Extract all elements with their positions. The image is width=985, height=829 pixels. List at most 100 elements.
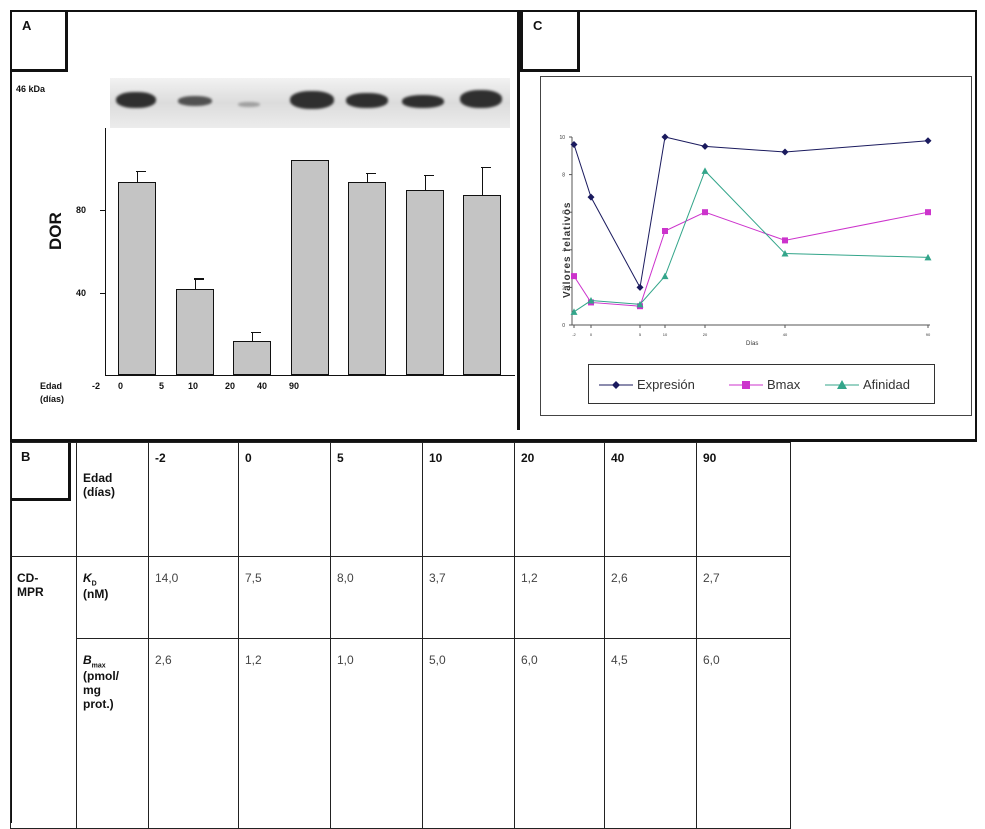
frame-left — [10, 10, 12, 823]
error-cap — [193, 278, 204, 280]
point-expresion — [587, 193, 595, 201]
bar-20 — [348, 181, 386, 375]
table-cell-kd: 3,7 — [422, 556, 515, 639]
c-ytick-label: 10 — [559, 135, 565, 141]
c-legend: Expresión Bmax Afinidad — [588, 364, 935, 404]
group-line1: CD- — [17, 571, 39, 585]
series-line-afinidad — [573, 169, 929, 313]
table-cell-bmax: 4,5 — [604, 638, 697, 829]
table-header-age: 20 — [514, 442, 605, 557]
table-cell-kd: 2,7 — [696, 556, 791, 639]
point-afinidad — [587, 297, 595, 304]
c-ytick-label: 8 — [562, 173, 565, 179]
table-row-kd: CD- MPR KD (nM) 14,0 7,5 8,0 3,7 1,2 2,6… — [10, 556, 791, 829]
c-chart-frame — [540, 76, 972, 416]
error-bar — [137, 170, 139, 182]
error-bar — [367, 173, 369, 182]
western-blot — [110, 78, 510, 128]
bar-0 — [175, 289, 214, 375]
table-cell-group: CD- MPR — [10, 556, 77, 829]
table-cell-bmax: 1,0 — [330, 638, 423, 829]
point-bmax — [702, 209, 708, 216]
point-expresion — [661, 133, 669, 141]
blot-band — [402, 95, 444, 108]
error-cap — [423, 175, 434, 177]
frame-right-c — [975, 10, 977, 440]
c-ytick-label: 6 — [562, 210, 565, 216]
a-xtick-label: 20 — [225, 381, 236, 391]
kd-unit: (nM) — [83, 587, 109, 602]
point-afinidad — [570, 308, 578, 315]
bmax-subscript: max — [91, 662, 106, 670]
table-cell-kd-label: KD (nM) — [76, 556, 149, 639]
point-bmax — [925, 209, 931, 216]
bmax-unit-2: mg — [83, 683, 101, 698]
a-y-axis — [105, 128, 107, 376]
blot-band — [346, 93, 388, 108]
bmax-symbol: B — [83, 653, 92, 667]
table-cell-kd: 1,2 — [514, 556, 605, 639]
c-xtick-label: -2 — [572, 332, 576, 337]
table-cell-age-header: Edad (días) — [76, 442, 149, 557]
blot-band — [290, 91, 334, 109]
bar-90 — [463, 194, 501, 375]
legend-afinidad-label: Afinidad — [863, 377, 910, 392]
table-header-age: -2 — [148, 442, 239, 557]
age-header-line2: (días) — [83, 485, 116, 499]
bar-10 — [290, 160, 329, 375]
blot-band — [238, 102, 260, 107]
point-expresion — [924, 137, 932, 145]
bar-40 — [405, 190, 444, 375]
point-expresion — [570, 141, 578, 149]
c-xtick-label: 40 — [783, 332, 788, 337]
c-ytick-label: 4 — [562, 248, 565, 254]
age-header-line1: Edad — [83, 471, 113, 485]
table-header-age: 90 — [696, 442, 791, 557]
table-cell-kd: 2,6 — [604, 556, 697, 639]
point-afinidad — [924, 253, 932, 261]
table-cell-kd: 8,0 — [330, 556, 423, 639]
frame-divider-vertical — [517, 10, 520, 430]
error-bar — [482, 166, 484, 195]
a-xtick-label: 5 — [159, 381, 165, 391]
c-ytick-label: 2 — [562, 285, 565, 291]
table-cell-kd: 14,0 — [148, 556, 239, 639]
blot-band — [116, 92, 156, 108]
table-cell-kd: 7,5 — [238, 556, 331, 639]
point-afinidad — [701, 167, 709, 174]
a-xtick-label: 10 — [188, 381, 199, 391]
point-expresion — [701, 142, 709, 150]
c-xtick-label: 5 — [639, 332, 642, 337]
a-xtick-label: 90 — [289, 381, 300, 391]
kda-label: 46 kDa — [16, 84, 46, 94]
point-bmax — [571, 273, 577, 280]
a-xlabel-line1: Edad — [40, 381, 63, 391]
table-header-age: 40 — [604, 442, 697, 557]
table-row-bmax: Bmax (pmol/ mg prot.) 2,6 1,2 1,0 5,0 6,… — [11, 638, 791, 829]
error-cap — [136, 170, 146, 173]
table-header-age: 0 — [238, 442, 331, 557]
error-cap — [366, 173, 376, 175]
point-expresion — [781, 148, 789, 156]
bar-5 — [233, 340, 271, 375]
error-cap — [251, 332, 261, 334]
a-ylabel: DOR — [46, 212, 65, 250]
c-xtick-label: 10 — [663, 332, 668, 337]
a-xtick-label: -2 — [92, 381, 101, 391]
c-ylabel: Valores relativos — [562, 201, 573, 299]
table-cell-bmax: 5,0 — [422, 638, 515, 829]
a-x-axis — [105, 375, 515, 377]
panel-label-c: C — [520, 12, 580, 72]
kd-subscript: D — [91, 580, 97, 588]
series-line-bmax — [573, 211, 929, 307]
legend-bmax-label: Bmax — [767, 377, 801, 392]
point-afinidad — [636, 300, 644, 308]
series-line-expresión — [573, 136, 929, 289]
a-xtick-label: 0 — [118, 381, 124, 391]
point-afinidad — [661, 272, 669, 280]
table-cell-bmax: 6,0 — [514, 638, 605, 829]
table-cell-bmax: 6,0 — [696, 638, 791, 829]
table-cell-bmax: 1,2 — [238, 638, 331, 829]
table-cell-bmax: 2,6 — [148, 638, 239, 829]
point-bmax — [662, 228, 668, 234]
